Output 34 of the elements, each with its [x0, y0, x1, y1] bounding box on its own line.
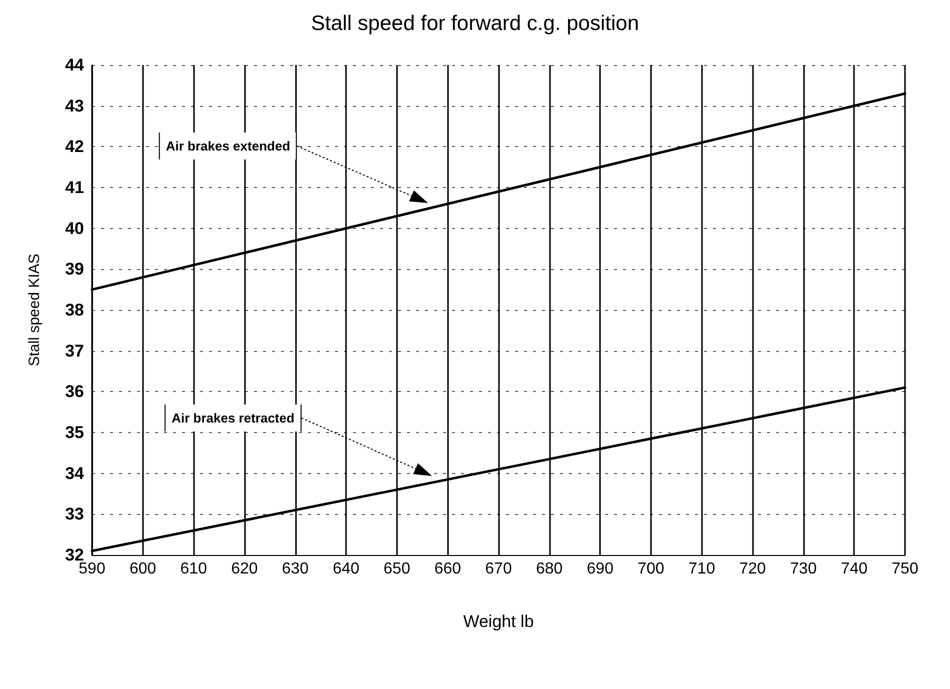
x-tick-label: 690	[586, 560, 614, 578]
chart-title: Stall speed for forward c.g. position	[310, 12, 640, 35]
y-tick-label: 42	[65, 137, 84, 156]
x-tick-label: 630	[282, 560, 309, 578]
x-tick-label: 720	[739, 560, 766, 578]
y-tick-label: 34	[65, 464, 85, 483]
y-tick-label: 44	[65, 56, 85, 74]
x-tick-label: 730	[790, 560, 817, 578]
y-tick-label: 37	[65, 341, 84, 360]
y-tick-label: 36	[65, 382, 84, 402]
y-tick-label: 35	[65, 423, 84, 442]
y-tick-label: 40	[65, 218, 84, 238]
y-tick-label: 39	[65, 260, 84, 279]
y-tick-label: 33	[65, 504, 84, 524]
y-tick-label: 41	[65, 178, 84, 197]
y-axis-title: Stall speed KIAS	[26, 254, 43, 366]
x-tick-label: 660	[434, 560, 462, 578]
y-tick-label: 43	[65, 96, 84, 116]
x-tick-label: 710	[688, 560, 716, 578]
x-tick-label: 600	[129, 560, 156, 578]
x-tick-label: 740	[840, 560, 868, 578]
x-tick-label: 610	[180, 560, 208, 578]
x-tick-label: 670	[485, 560, 512, 578]
x-tick-label: 750	[892, 560, 918, 578]
annotation: Air brakes retracted	[164, 404, 302, 432]
x-tick-label: 620	[231, 560, 258, 578]
x-tick-label: 590	[78, 560, 106, 578]
annotation: Air brakes extended	[158, 132, 298, 160]
x-tick-label: 640	[332, 560, 360, 578]
y-tick-label: 38	[65, 300, 84, 320]
x-tick-label: 680	[536, 560, 563, 578]
x-tick-label: 650	[384, 560, 410, 578]
x-tick-label: 700	[638, 560, 664, 578]
x-axis-title: Weight lb	[463, 612, 534, 631]
